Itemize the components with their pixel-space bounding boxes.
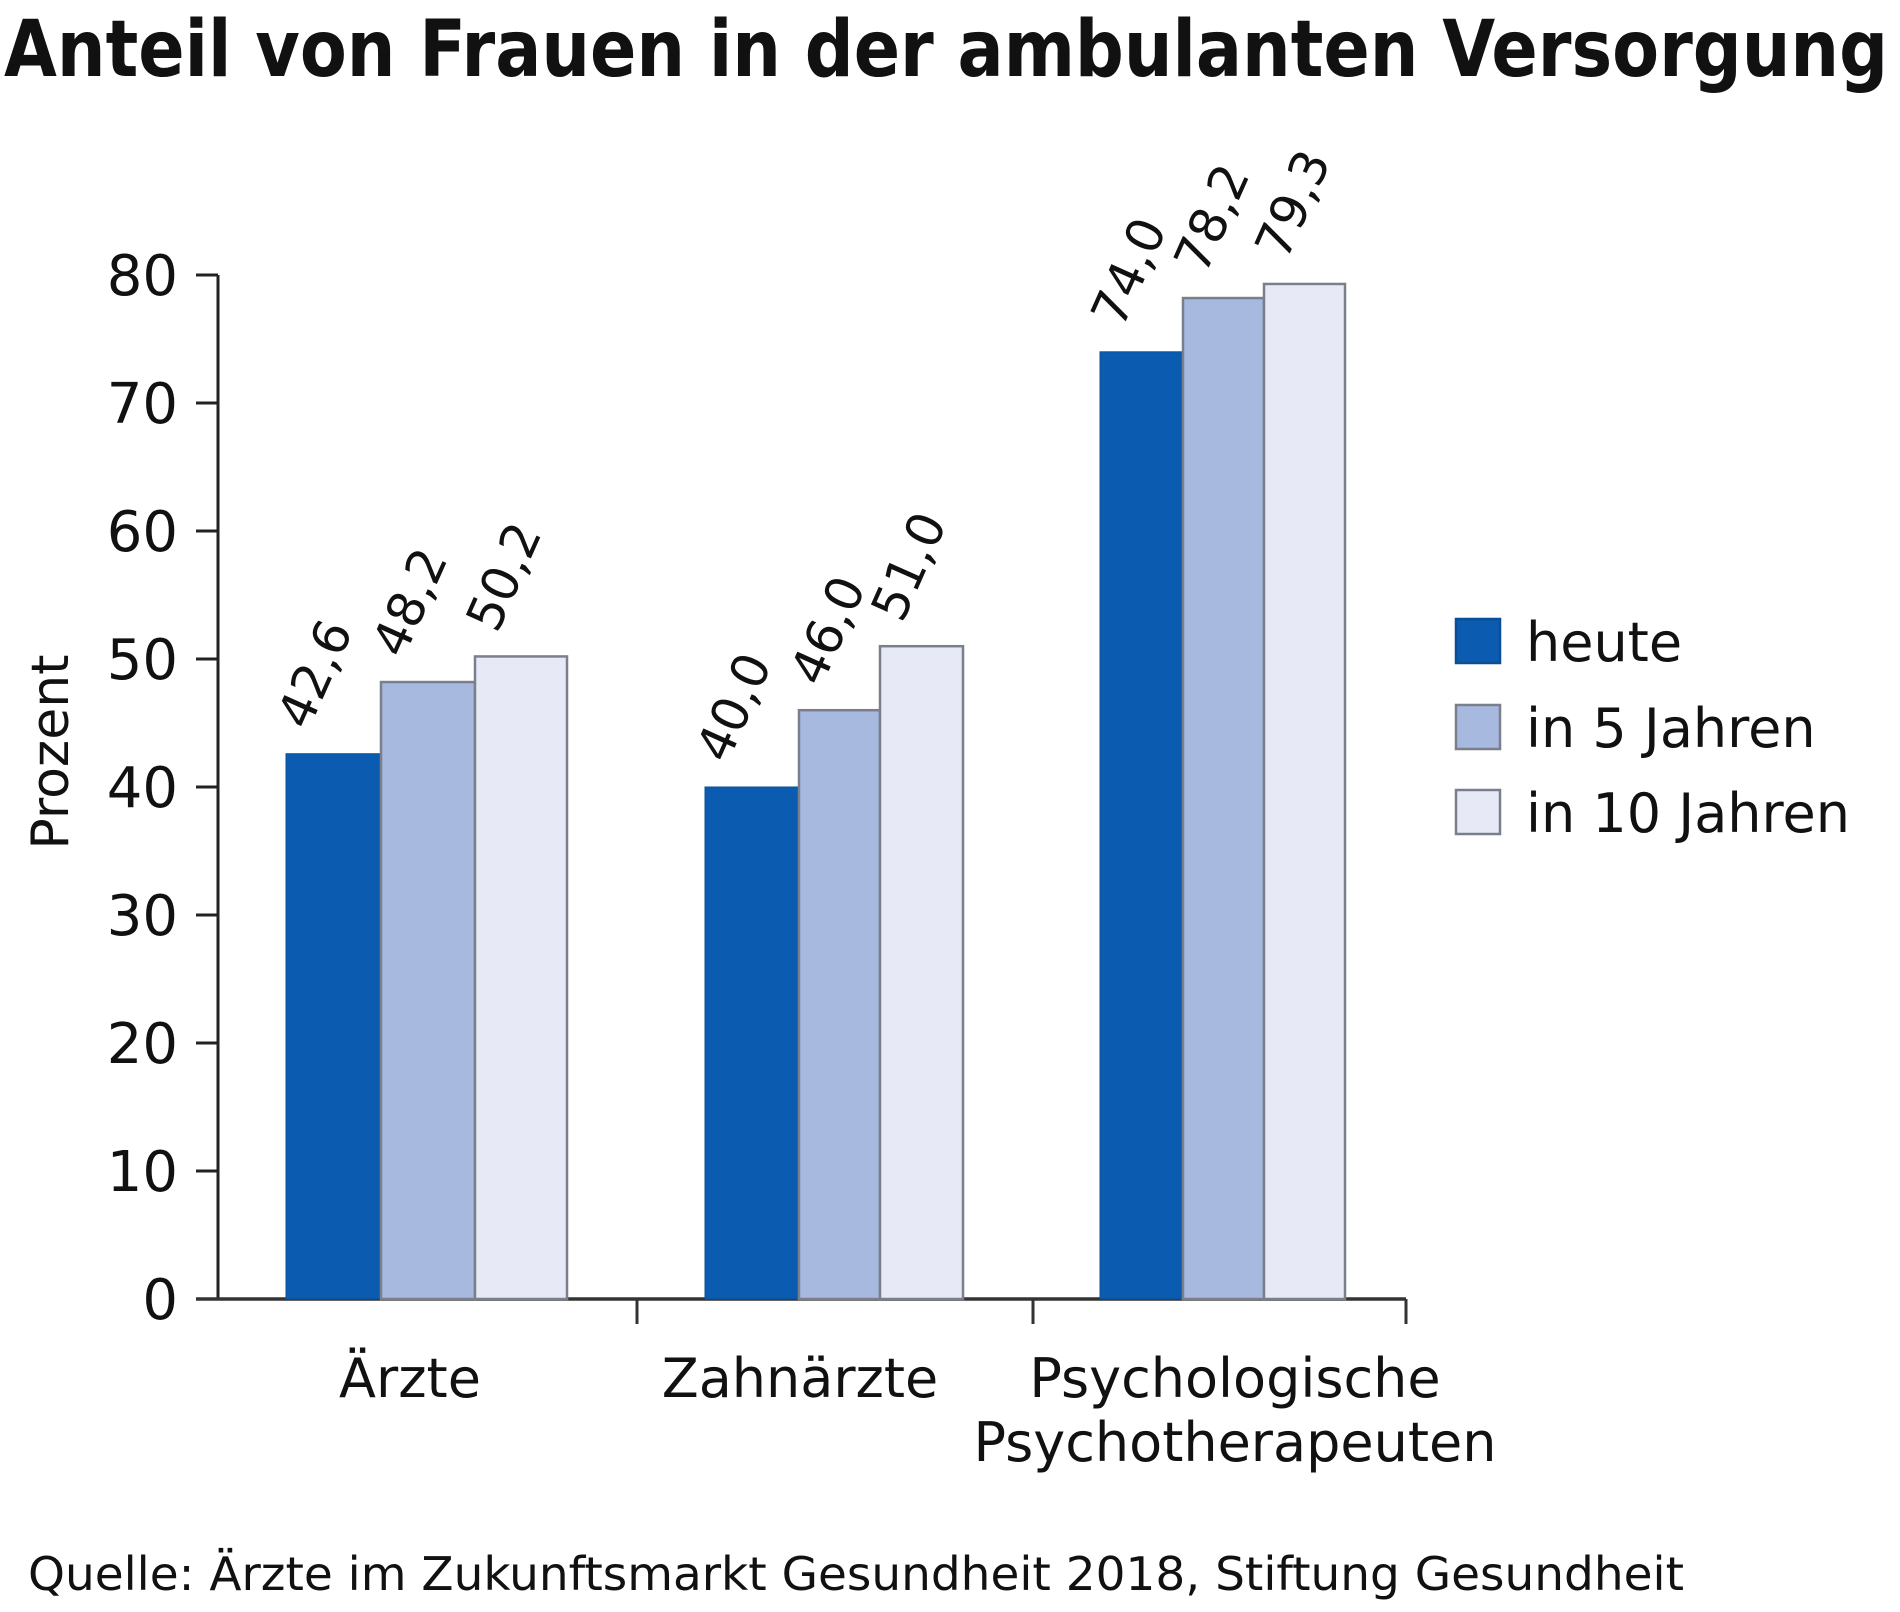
- y-tick-label: 0: [142, 1268, 178, 1333]
- bar-in-5-jahren: [797, 708, 882, 1301]
- source-note: Quelle: Ärzte im Zukunftsmarkt Gesundhei…: [28, 1547, 1684, 1601]
- legend-item: in 10 Jahren: [1454, 782, 1850, 845]
- data-label: 48,2: [361, 540, 459, 665]
- legend-label: in 10 Jahren: [1526, 782, 1850, 845]
- legend-swatch: [1454, 703, 1502, 751]
- bar-heute: [1099, 351, 1184, 1300]
- bars: [285, 282, 1347, 1301]
- legend-item: in 5 Jahren: [1454, 697, 1816, 760]
- data-label: 46,0: [779, 568, 877, 693]
- chart-title: Anteil von Frauen in der ambulanten Vers…: [4, 5, 1888, 95]
- category-label: Psychologische: [1029, 1347, 1440, 1410]
- category-label: Zahnärzte: [662, 1347, 939, 1410]
- y-tick-label: 70: [107, 372, 178, 437]
- data-label: 42,6: [266, 611, 364, 736]
- legend-swatch: [1454, 788, 1502, 836]
- data-label: 74,0: [1080, 209, 1178, 334]
- bar-in-10-jahren: [878, 644, 965, 1301]
- bar-in-5-jahren: [379, 680, 477, 1301]
- category-label: Ärzte: [339, 1347, 481, 1410]
- legend-label: heute: [1526, 611, 1682, 674]
- bar-heute: [704, 786, 800, 1300]
- bar-in-5-jahren: [1181, 296, 1266, 1301]
- data-label: 40,0: [685, 645, 783, 770]
- y-tick-label: 80: [107, 244, 178, 309]
- y-tick-label: 30: [107, 884, 178, 949]
- y-tick-label: 60: [107, 500, 178, 565]
- data-label: 50,2: [455, 514, 553, 639]
- data-label: 78,2: [1163, 156, 1261, 281]
- y-tick-label: 40: [107, 756, 178, 821]
- category-label: Psychotherapeuten: [974, 1411, 1497, 1474]
- bar-heute: [285, 753, 382, 1300]
- bar-in-10-jahren: [1262, 282, 1347, 1301]
- y-tick-label: 50: [107, 628, 178, 693]
- category-labels: Ärzte Zahnärzte PsychologischePsychotherap…: [339, 1347, 1496, 1474]
- legend: heute in 5 Jahren in 10 Jahren: [1454, 611, 1850, 845]
- data-label: 79,3: [1244, 142, 1342, 267]
- legend-swatch: [1454, 617, 1502, 665]
- y-tick-label: 20: [107, 1012, 178, 1077]
- legend-label: in 5 Jahren: [1526, 697, 1816, 760]
- data-label: 51,0: [860, 504, 958, 629]
- y-axis-label: Prozent: [21, 654, 81, 849]
- y-tick-label: 10: [107, 1140, 178, 1205]
- bar-in-10-jahren: [473, 655, 569, 1301]
- legend-item: heute: [1454, 611, 1682, 674]
